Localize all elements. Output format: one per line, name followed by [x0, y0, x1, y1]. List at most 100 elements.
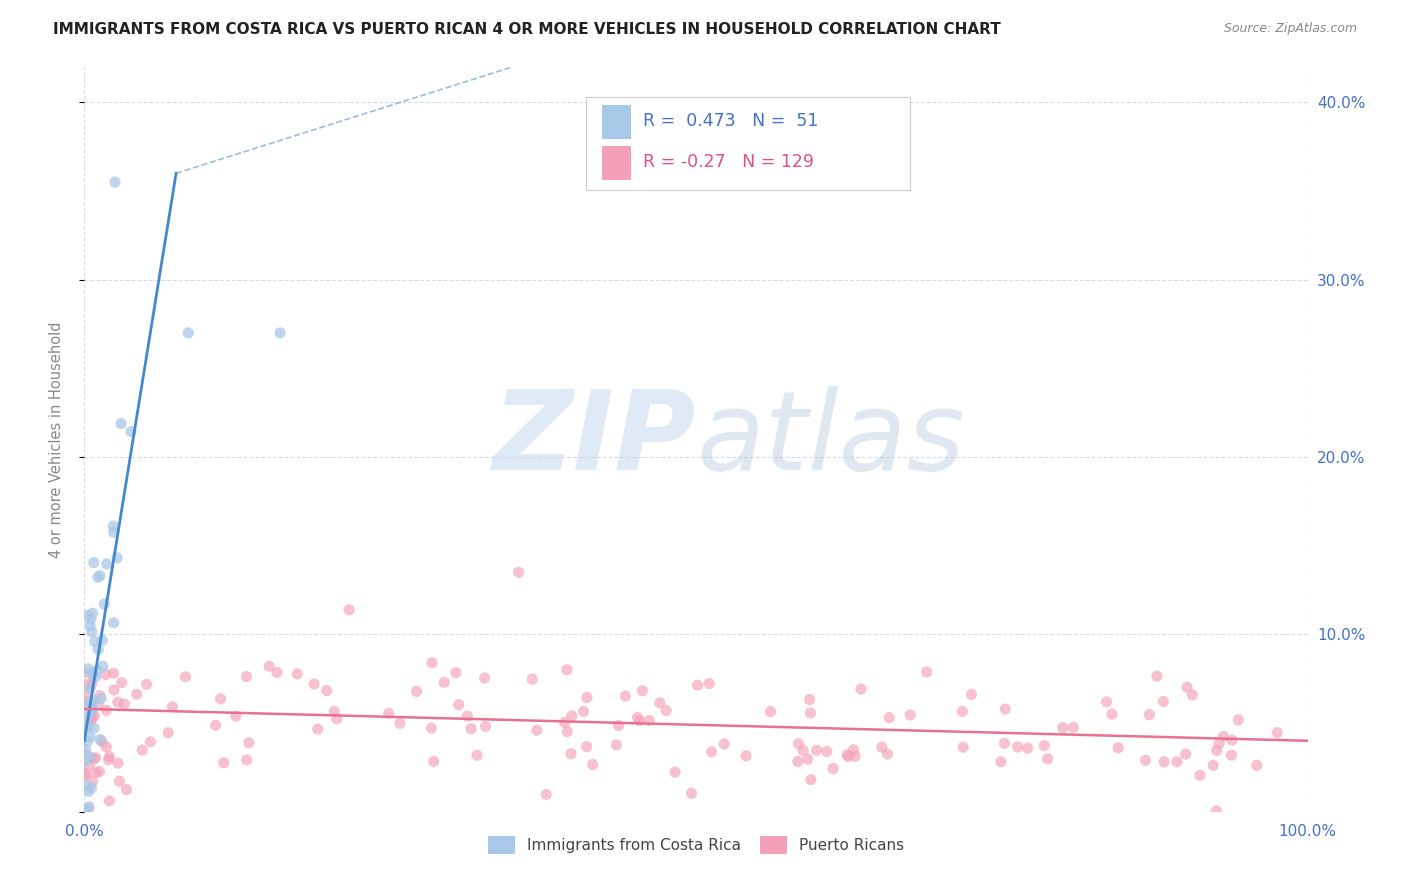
Point [125, 687, 148, 701]
Point [75, 779, 97, 793]
Point [377, 706, 399, 721]
Point [89, 764, 111, 779]
Point [82, 694, 104, 708]
Point [139, 735, 162, 749]
Text: R = -0.27   N = 129: R = -0.27 N = 129 [644, 153, 814, 171]
Point [823, 762, 845, 776]
Point [225, 709, 247, 723]
Point [990, 755, 1012, 769]
Point [103, 525, 125, 540]
Point [1246, 758, 1268, 772]
Point [572, 705, 595, 719]
Point [534, 788, 557, 802]
Point [1205, 804, 1227, 818]
Point [75, 754, 97, 768]
Point [111, 675, 134, 690]
Point [508, 566, 530, 580]
Point [302, 677, 325, 691]
Point [76, 721, 98, 735]
Point [97, 753, 120, 767]
Point [91, 633, 114, 648]
Point [1062, 720, 1084, 734]
Point [735, 748, 758, 763]
Point [257, 659, 280, 673]
Point [447, 698, 470, 712]
Point [77, 718, 100, 732]
Point [80, 708, 103, 723]
Point [77, 662, 100, 676]
Point [1101, 707, 1123, 722]
FancyBboxPatch shape [602, 146, 631, 180]
Point [89, 732, 111, 747]
Point [1107, 740, 1129, 755]
Point [91, 659, 114, 673]
Point [1146, 669, 1168, 683]
Point [76, 711, 98, 725]
Text: atlas: atlas [696, 386, 965, 492]
Point [76, 734, 98, 748]
Point [75, 695, 97, 709]
Point [162, 699, 184, 714]
Point [582, 757, 605, 772]
Point [1188, 768, 1211, 782]
Point [799, 692, 821, 706]
Point [648, 696, 671, 710]
Point [323, 705, 346, 719]
Point [796, 752, 818, 766]
Point [84, 750, 107, 764]
Point [460, 722, 482, 736]
Point [628, 714, 651, 728]
Point [561, 708, 583, 723]
Legend: Immigrants from Costa Rica, Puerto Ricans: Immigrants from Costa Rica, Puerto Rican… [481, 830, 911, 860]
Text: R =  0.473   N =  51: R = 0.473 N = 51 [644, 112, 818, 130]
Point [560, 747, 582, 761]
Point [799, 706, 821, 720]
Point [76, 677, 98, 691]
Point [82, 606, 104, 620]
Point [73, 747, 96, 761]
Point [555, 724, 578, 739]
Point [83, 556, 105, 570]
Point [815, 745, 838, 759]
Point [1017, 741, 1039, 756]
Point [157, 726, 180, 740]
Point [266, 665, 288, 680]
Point [1202, 758, 1225, 772]
Point [474, 719, 496, 733]
Text: Source: ZipAtlas.com: Source: ZipAtlas.com [1223, 22, 1357, 36]
Point [638, 714, 661, 728]
Point [664, 765, 686, 780]
Point [96, 703, 118, 717]
Point [90, 691, 112, 706]
Point [1175, 680, 1198, 694]
Point [405, 684, 427, 698]
Point [86, 663, 108, 677]
Point [420, 656, 443, 670]
Point [209, 691, 232, 706]
Point [98, 794, 121, 808]
Point [420, 721, 443, 735]
Point [82, 696, 104, 710]
Point [79, 759, 101, 773]
Point [103, 615, 125, 630]
Point [115, 782, 138, 797]
Point [79, 618, 101, 632]
Point [82, 774, 104, 789]
Point [522, 672, 544, 686]
Point [107, 756, 129, 771]
Point [98, 749, 121, 764]
Point [77, 800, 100, 814]
Point [1174, 747, 1197, 761]
Point [631, 683, 654, 698]
Point [555, 663, 578, 677]
Point [120, 425, 142, 439]
Point [87, 570, 110, 584]
Point [474, 671, 496, 685]
Point [93, 597, 115, 611]
Point [792, 743, 814, 757]
Text: IMMIGRANTS FROM COSTA RICA VS PUERTO RICAN 4 OR MORE VEHICLES IN HOUSEHOLD CORRE: IMMIGRANTS FROM COSTA RICA VS PUERTO RIC… [53, 22, 1001, 37]
Point [700, 745, 723, 759]
Point [77, 784, 100, 798]
Point [269, 326, 291, 340]
Point [433, 675, 456, 690]
